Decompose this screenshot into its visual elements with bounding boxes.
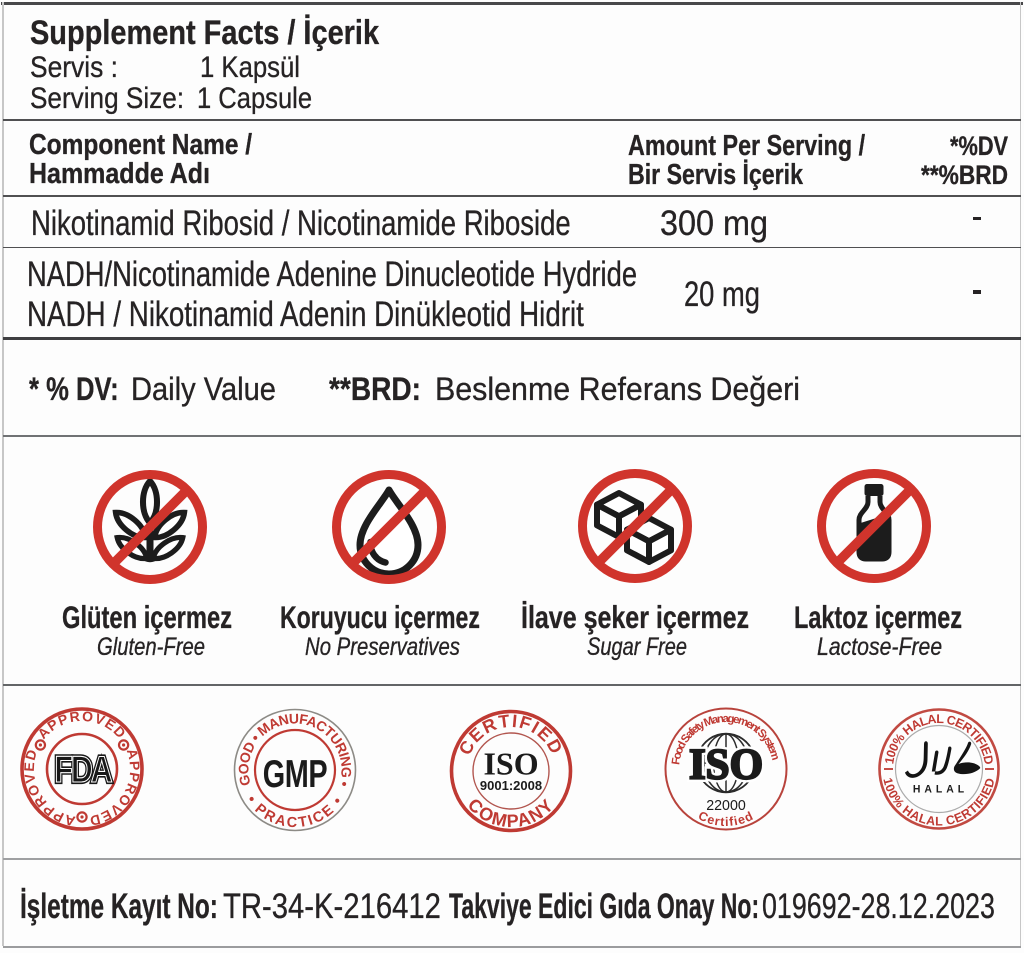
svg-text:FDA: FDA (54, 749, 112, 791)
svg-text:APPROVED: APPROVED (34, 708, 130, 742)
svg-text:ISO: ISO (483, 746, 538, 782)
svg-text:9001:2008: 9001:2008 (480, 778, 542, 793)
svg-text:Certified: Certified (696, 809, 756, 829)
svg-text:ISO: ISO (689, 741, 763, 788)
svg-text:ISO: ISO (689, 741, 763, 788)
svg-text:100% HALAL CERTIFIED: 100% HALAL CERTIFIED (882, 712, 996, 766)
svg-text:COMPANY: COMPANY (464, 794, 558, 831)
svg-text:• PRACTICE •: • PRACTICE • (243, 793, 347, 831)
svg-text:GMP: GMP (263, 753, 328, 796)
svg-text:HALAL: HALAL (913, 783, 968, 795)
svg-text:22000: 22000 (706, 798, 746, 814)
svg-text:FDA: FDA (54, 749, 112, 791)
